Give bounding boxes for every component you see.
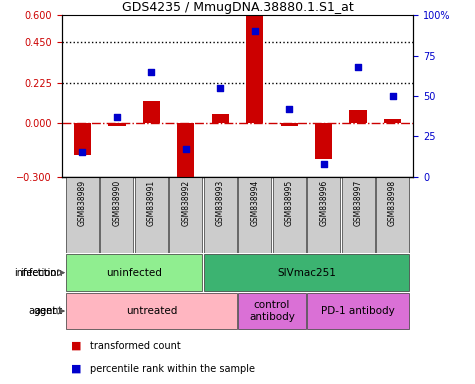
Text: uninfected: uninfected <box>106 268 162 278</box>
Text: GSM838992: GSM838992 <box>181 180 190 226</box>
Text: GSM838994: GSM838994 <box>250 180 259 226</box>
Title: GDS4235 / MmugDNA.38880.1.S1_at: GDS4235 / MmugDNA.38880.1.S1_at <box>122 1 353 14</box>
Bar <box>384 119 401 123</box>
Bar <box>273 177 306 253</box>
Bar <box>246 15 263 123</box>
Text: GSM838989: GSM838989 <box>78 180 87 226</box>
Bar <box>238 293 306 329</box>
Text: transformed count: transformed count <box>90 341 181 351</box>
Point <box>79 149 86 156</box>
Bar <box>108 123 125 126</box>
Text: agent: agent <box>34 306 62 316</box>
Bar <box>177 123 194 180</box>
Bar <box>281 123 298 126</box>
Bar <box>74 123 91 155</box>
Bar <box>307 293 409 329</box>
Bar <box>169 177 202 253</box>
Point <box>354 64 362 70</box>
Text: ■: ■ <box>71 341 82 351</box>
Bar <box>66 293 237 329</box>
Text: infection: infection <box>20 268 62 278</box>
Bar <box>212 114 229 123</box>
Point <box>182 146 190 152</box>
Point <box>217 85 224 91</box>
Text: control
antibody: control antibody <box>249 300 295 322</box>
Bar <box>342 177 375 253</box>
Bar <box>238 177 271 253</box>
Text: infection: infection <box>15 268 57 278</box>
Text: GSM838990: GSM838990 <box>113 180 122 226</box>
Text: GSM838997: GSM838997 <box>353 180 362 226</box>
Text: PD-1 antibody: PD-1 antibody <box>321 306 395 316</box>
Bar <box>100 177 133 253</box>
Text: GSM838995: GSM838995 <box>285 180 294 226</box>
Bar <box>204 177 237 253</box>
Point <box>389 93 396 99</box>
Point <box>251 28 258 35</box>
Text: agent: agent <box>29 306 57 316</box>
Bar <box>350 110 367 123</box>
Bar <box>376 177 409 253</box>
Text: GSM838991: GSM838991 <box>147 180 156 226</box>
Bar <box>135 177 168 253</box>
Text: untreated: untreated <box>126 306 177 316</box>
Point <box>285 106 293 112</box>
Point <box>320 161 327 167</box>
Text: GSM838996: GSM838996 <box>319 180 328 226</box>
Text: GSM838993: GSM838993 <box>216 180 225 226</box>
Bar <box>66 177 99 253</box>
Point <box>148 69 155 75</box>
Text: ■: ■ <box>71 364 82 374</box>
Text: GSM838998: GSM838998 <box>388 180 397 226</box>
Text: SIVmac251: SIVmac251 <box>277 268 336 278</box>
Text: percentile rank within the sample: percentile rank within the sample <box>90 364 255 374</box>
Bar <box>307 177 340 253</box>
Bar <box>66 254 202 291</box>
Bar <box>142 101 160 123</box>
Bar <box>204 254 409 291</box>
Point <box>113 114 121 120</box>
Bar <box>315 123 332 159</box>
